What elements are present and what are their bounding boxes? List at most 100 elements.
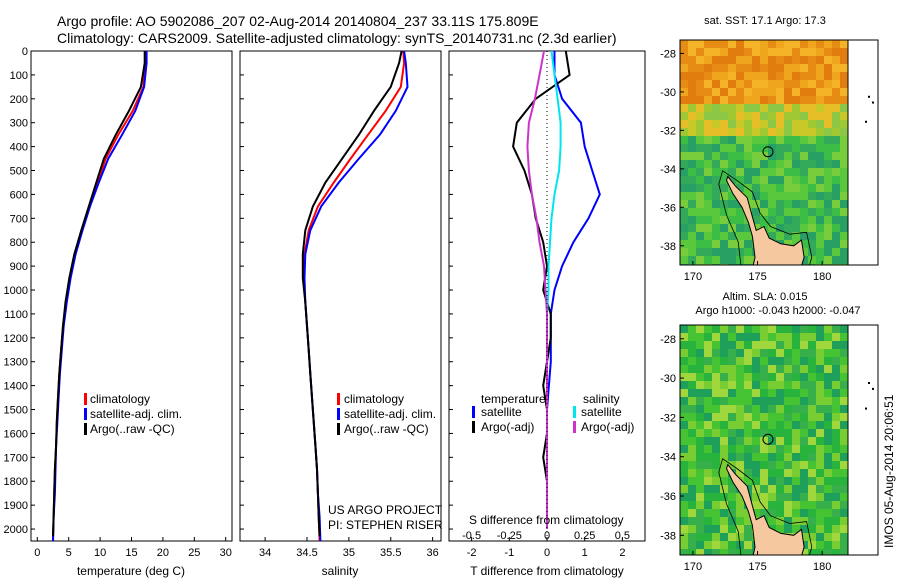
- field-cell: [824, 40, 832, 48]
- depth-axis: 0 100 200 300 400 500 600 700 800 900 1000 1100 1200…: [4, 46, 453, 536]
- field-cell: [768, 136, 776, 144]
- field-cell: [824, 429, 832, 437]
- field-cell: [816, 509, 824, 517]
- field-cell: [840, 104, 848, 112]
- field-cell: [760, 445, 768, 453]
- field-cell: [736, 216, 744, 224]
- field-cell: [768, 421, 776, 429]
- field-cell: [816, 333, 824, 341]
- field-cell: [776, 381, 784, 389]
- field-cell: [824, 525, 832, 533]
- field-cell: [784, 397, 792, 405]
- depth-tick-label: 900: [10, 261, 28, 273]
- field-cell: [704, 248, 712, 256]
- field-cell: [840, 325, 848, 333]
- s-tick-label: -0.25: [497, 530, 522, 542]
- field-cell: [752, 152, 760, 160]
- field-cell: [704, 357, 712, 365]
- field-cell: [712, 48, 720, 56]
- field-cell: [816, 325, 824, 333]
- field-cell: [784, 208, 792, 216]
- lat-tick-label: -32: [660, 412, 676, 424]
- field-cell: [768, 104, 776, 112]
- field-cell: [824, 144, 832, 152]
- field-cell: [784, 120, 792, 128]
- field-cell: [704, 136, 712, 144]
- field-cell: [800, 437, 808, 445]
- legend-label-argo: Argo(..raw -QC): [344, 422, 429, 436]
- difference-plot: -2 -1 0 1 2 -0.5 -0.25 0 0.25 0.5: [462, 50, 630, 559]
- field-cell: [768, 325, 776, 333]
- field-cell: [800, 333, 808, 341]
- field-cell: [800, 509, 808, 517]
- field-cell: [760, 349, 768, 357]
- field-cell: [688, 437, 696, 445]
- field-cell: [768, 120, 776, 128]
- field-cell: [680, 341, 688, 349]
- field-cell: [744, 136, 752, 144]
- field-cell: [712, 349, 720, 357]
- field-cell: [784, 216, 792, 224]
- field-cell: [840, 485, 848, 493]
- field-cell: [832, 397, 840, 405]
- field-cell: [792, 128, 800, 136]
- field-cell: [712, 381, 720, 389]
- legend-label-argo: Argo(..raw -QC): [90, 422, 175, 436]
- field-cell: [800, 56, 808, 64]
- field-cell: [736, 325, 744, 333]
- field-cell: [800, 112, 808, 120]
- field-cell: [704, 341, 712, 349]
- s-difference-label: S difference from climatology: [469, 513, 624, 527]
- field-cell: [680, 120, 688, 128]
- field-cell: [840, 64, 848, 72]
- x-tick-label: 36: [427, 547, 439, 559]
- field-cell: [824, 216, 832, 224]
- field-cell: [720, 96, 728, 104]
- field-cell: [728, 485, 736, 493]
- field-cell: [752, 469, 760, 477]
- field-cell: [752, 477, 760, 485]
- field-cell: [688, 88, 696, 96]
- field-cell: [688, 200, 696, 208]
- field-cell: [744, 349, 752, 357]
- field-cell: [696, 120, 704, 128]
- field-cell: [712, 461, 720, 469]
- field-cell: [840, 128, 848, 136]
- field-cell: [696, 48, 704, 56]
- field-cell: [712, 224, 720, 232]
- field-cell: [792, 96, 800, 104]
- field-cell: [776, 104, 784, 112]
- field-cell: [776, 160, 784, 168]
- field-cell: [696, 80, 704, 88]
- field-cell: [840, 80, 848, 88]
- field-cell: [832, 176, 840, 184]
- field-cell: [840, 136, 848, 144]
- field-cell: [704, 485, 712, 493]
- field-cell: [704, 525, 712, 533]
- difference-legend: temperature salinity satellite Argo(-adj…: [469, 392, 634, 527]
- field-cell: [752, 349, 760, 357]
- field-cell: [704, 349, 712, 357]
- field-cell: [752, 136, 760, 144]
- field-cell: [840, 461, 848, 469]
- field-cell: [720, 40, 728, 48]
- field-cell: [808, 381, 816, 389]
- salinity-panel-frame: [239, 50, 442, 542]
- field-cell: [832, 160, 840, 168]
- field-cell: [840, 389, 848, 397]
- field-cell: [816, 64, 824, 72]
- field-cell: [736, 397, 744, 405]
- field-cell: [704, 256, 712, 264]
- field-cell: [736, 533, 744, 541]
- field-cell: [760, 216, 768, 224]
- field-cell: [768, 232, 776, 240]
- field-cell: [800, 216, 808, 224]
- field-cell: [704, 160, 712, 168]
- field-cell: [832, 96, 840, 104]
- field-cell: [712, 341, 720, 349]
- legend-label-satellite-adj: satellite-adj. clim.: [90, 407, 182, 421]
- field-cell: [688, 349, 696, 357]
- field-cell: [776, 445, 784, 453]
- field-cell: [728, 128, 736, 136]
